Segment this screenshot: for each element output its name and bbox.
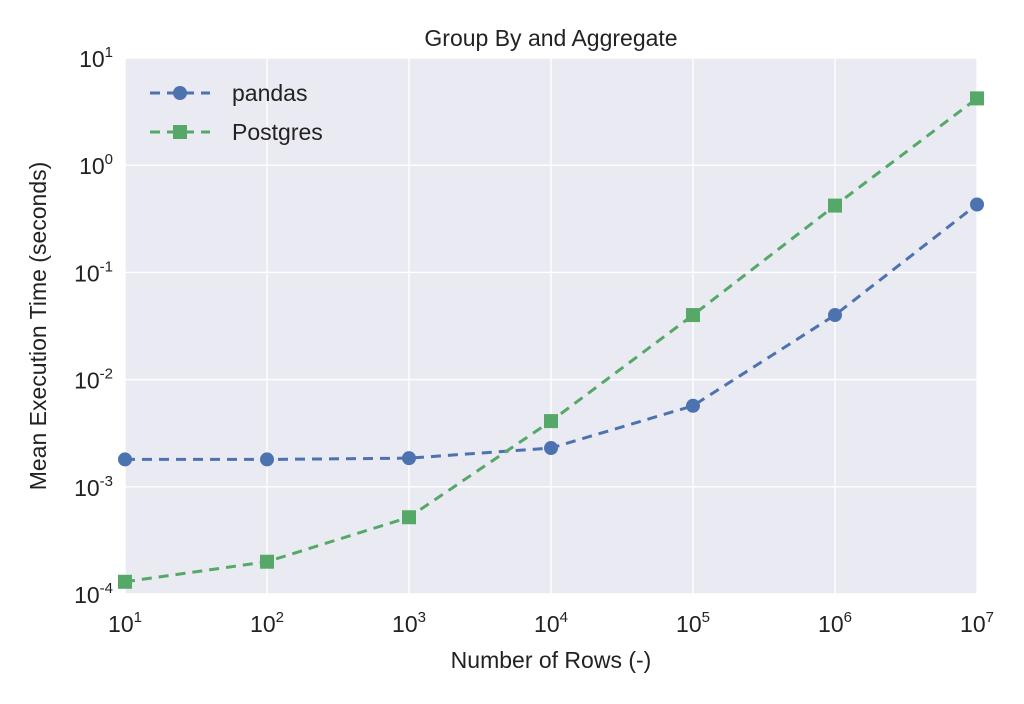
legend: pandas Postgres bbox=[150, 80, 323, 145]
x-tick-label-6: 107 bbox=[960, 609, 994, 637]
y-tick-label-0-base: 10 bbox=[74, 582, 100, 608]
data-point-1-2 bbox=[402, 510, 416, 525]
x-tick-label-3: 104 bbox=[534, 609, 568, 637]
x-tick-label-2-base: 10 bbox=[392, 611, 418, 637]
y-tick-label-5: 101 bbox=[79, 44, 113, 72]
series-1 bbox=[118, 91, 984, 589]
data-point-0-1 bbox=[260, 452, 274, 467]
y-tick-label-5-exp: 1 bbox=[105, 44, 113, 61]
y-tick-label-2-exp: -2 bbox=[100, 366, 113, 383]
y-tick-label-4-base: 10 bbox=[79, 153, 105, 179]
data-point-1-0 bbox=[118, 574, 132, 589]
data-point-1-4 bbox=[686, 308, 700, 323]
x-tick-label-5-base: 10 bbox=[818, 611, 844, 637]
grid bbox=[124, 57, 978, 595]
legend-label-0: pandas bbox=[232, 80, 307, 106]
chart-title: Group By and Aggregate bbox=[424, 25, 677, 51]
y-axis-label: Mean Execution Time (seconds) bbox=[25, 162, 51, 491]
legend-item-0: pandas bbox=[150, 80, 307, 106]
x-tick-label-1-base: 10 bbox=[250, 611, 276, 637]
y-tick-label-2-base: 10 bbox=[74, 368, 100, 394]
y-tick-label-3: 10-1 bbox=[74, 258, 113, 286]
x-tick-label-4-exp: 5 bbox=[702, 609, 710, 626]
y-tick-label-2: 10-2 bbox=[74, 366, 113, 394]
x-tick-label-1: 102 bbox=[250, 609, 284, 637]
data-point-1-5 bbox=[828, 198, 842, 213]
x-tick-label-2: 103 bbox=[392, 609, 426, 637]
legend-marker-1 bbox=[173, 125, 187, 139]
y-tick-label-3-base: 10 bbox=[74, 260, 100, 286]
y-tick-label-1: 10-3 bbox=[74, 473, 113, 501]
series-0 bbox=[118, 197, 984, 467]
x-tick-label-4-base: 10 bbox=[676, 611, 702, 637]
y-tick-label-4: 100 bbox=[79, 151, 113, 179]
y-tick-label-0-exp: -4 bbox=[100, 580, 113, 597]
data-point-1-3 bbox=[544, 414, 558, 429]
x-tick-label-3-base: 10 bbox=[534, 611, 560, 637]
y-tick-label-4-exp: 0 bbox=[105, 151, 113, 168]
data-point-0-6 bbox=[970, 197, 984, 212]
y-tick-label-0: 10-4 bbox=[74, 580, 113, 608]
x-axis-label: Number of Rows (-) bbox=[451, 647, 652, 673]
legend-item-1: Postgres bbox=[150, 119, 323, 145]
legend-label-1: Postgres bbox=[232, 119, 323, 145]
x-tick-label-1-exp: 2 bbox=[276, 609, 284, 626]
x-tick-labels: 101 102 103 104 105 106 107 bbox=[108, 609, 994, 637]
x-tick-label-6-exp: 7 bbox=[986, 609, 994, 626]
series-layer bbox=[118, 91, 984, 589]
data-point-1-1 bbox=[260, 554, 274, 569]
x-tick-label-6-base: 10 bbox=[960, 611, 986, 637]
x-tick-label-0-base: 10 bbox=[108, 611, 134, 637]
y-tick-label-5-base: 10 bbox=[79, 46, 105, 72]
x-tick-label-4: 105 bbox=[676, 609, 710, 637]
legend-marker-0 bbox=[173, 86, 187, 100]
x-tick-label-0: 101 bbox=[108, 609, 142, 637]
x-tick-label-0-exp: 1 bbox=[134, 609, 142, 626]
data-point-0-2 bbox=[402, 451, 416, 466]
data-point-1-6 bbox=[970, 91, 984, 106]
data-point-0-4 bbox=[686, 398, 700, 413]
x-tick-label-2-exp: 3 bbox=[418, 609, 426, 626]
data-point-0-0 bbox=[118, 452, 132, 467]
y-tick-label-1-exp: -3 bbox=[100, 473, 113, 490]
data-point-0-5 bbox=[828, 308, 842, 323]
x-tick-label-5: 106 bbox=[818, 609, 852, 637]
data-point-0-3 bbox=[544, 441, 558, 456]
y-tick-label-3-exp: -1 bbox=[100, 258, 113, 275]
x-tick-label-3-exp: 4 bbox=[560, 609, 568, 626]
x-tick-label-5-exp: 6 bbox=[844, 609, 852, 626]
y-tick-label-1-base: 10 bbox=[74, 475, 100, 501]
